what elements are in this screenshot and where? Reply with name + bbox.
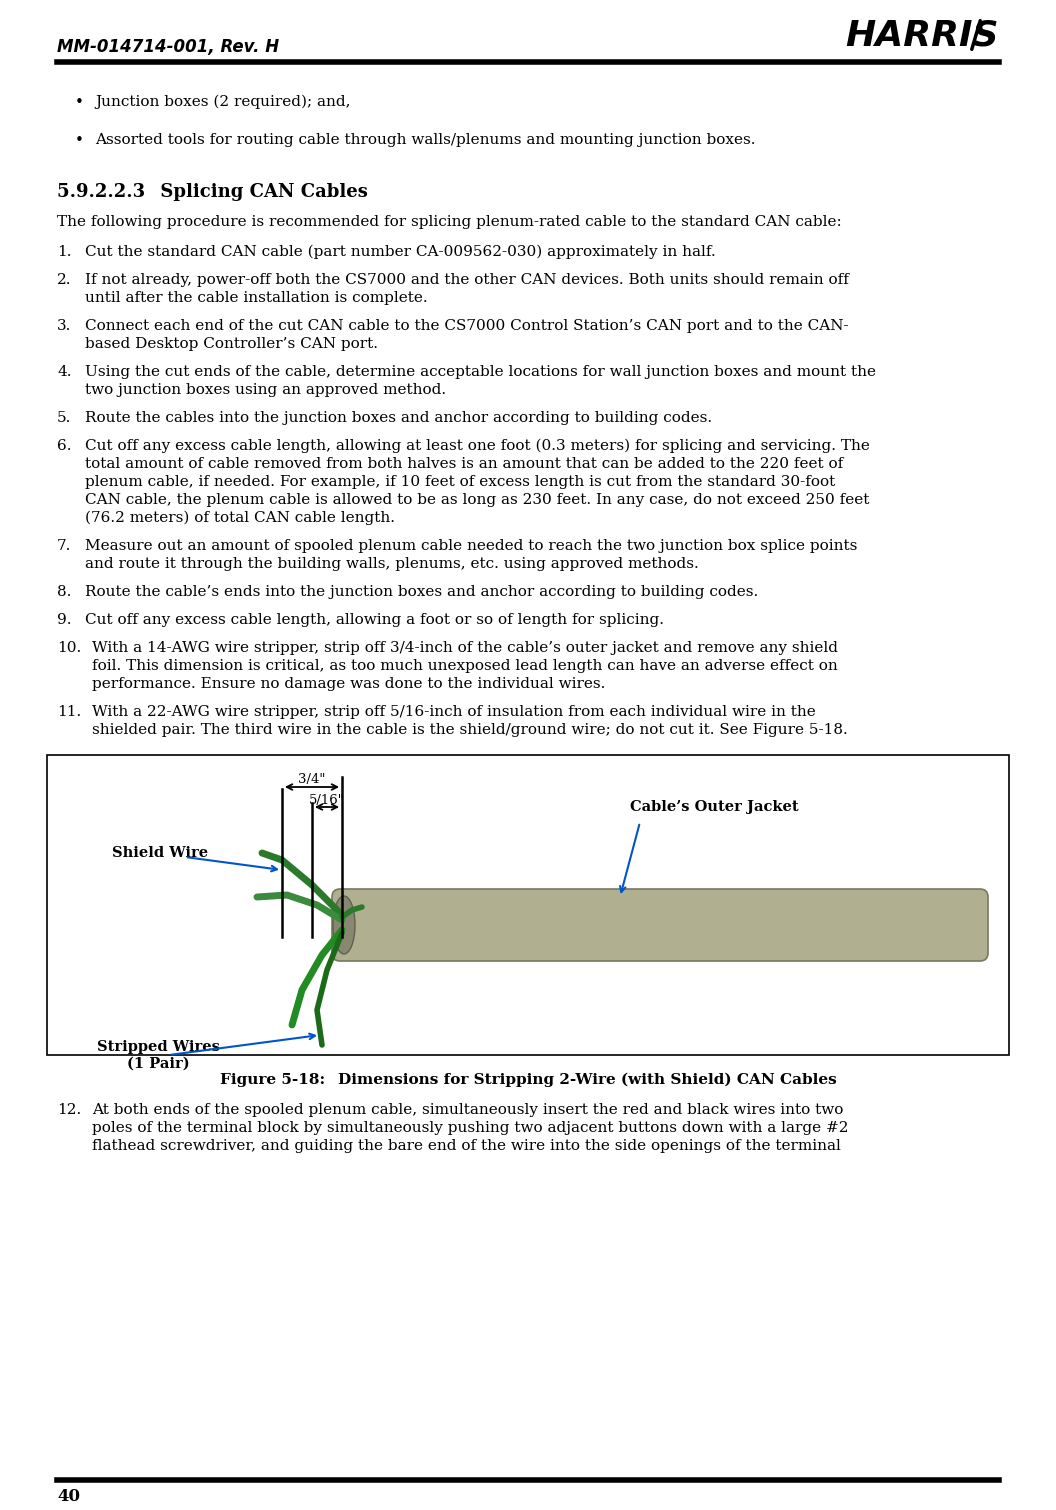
Text: 8.: 8. — [57, 584, 72, 599]
Text: 2.: 2. — [57, 273, 72, 287]
Text: 1.: 1. — [57, 245, 72, 260]
Text: Stripped Wires
(1 Pair): Stripped Wires (1 Pair) — [97, 1040, 220, 1071]
Text: Using the cut ends of the cable, determine acceptable locations for wall junctio: Using the cut ends of the cable, determi… — [84, 365, 876, 379]
Text: The following procedure is recommended for splicing plenum-rated cable to the st: The following procedure is recommended f… — [57, 214, 842, 230]
Text: MM-014714-001, Rev. H: MM-014714-001, Rev. H — [57, 38, 279, 56]
Text: 5.: 5. — [57, 411, 72, 424]
Text: and route it through the building walls, plenums, etc. using approved methods.: and route it through the building walls,… — [84, 557, 699, 571]
Text: With a 22-AWG wire stripper, strip off 5/16-inch of insulation from each individ: With a 22-AWG wire stripper, strip off 5… — [92, 705, 815, 719]
Text: •: • — [75, 95, 83, 110]
Text: Route the cables into the junction boxes and anchor according to building codes.: Route the cables into the junction boxes… — [84, 411, 712, 424]
Text: shielded pair. The third wire in the cable is the shield/ground wire; do not cut: shielded pair. The third wire in the cab… — [92, 723, 848, 737]
Text: At both ends of the spooled plenum cable, simultaneously insert the red and blac: At both ends of the spooled plenum cable… — [92, 1102, 844, 1117]
Text: 12.: 12. — [57, 1102, 81, 1117]
Bar — [48, 755, 1008, 1055]
Text: flathead screwdriver, and guiding the bare end of the wire into the side opening: flathead screwdriver, and guiding the ba… — [92, 1139, 841, 1154]
Text: Junction boxes (2 required); and,: Junction boxes (2 required); and, — [95, 95, 351, 109]
Text: 5.9.2.2.3  Splicing CAN Cables: 5.9.2.2.3 Splicing CAN Cables — [57, 183, 367, 201]
Text: Connect each end of the cut CAN cable to the CS7000 Control Station’s CAN port a: Connect each end of the cut CAN cable to… — [84, 319, 849, 334]
Text: 10.: 10. — [57, 642, 81, 655]
Text: 6.: 6. — [57, 439, 72, 453]
Text: HARRIS: HARRIS — [846, 18, 999, 51]
Text: Shield Wire: Shield Wire — [112, 846, 208, 861]
Text: two junction boxes using an approved method.: two junction boxes using an approved met… — [84, 384, 446, 397]
Text: (76.2 meters) of total CAN cable length.: (76.2 meters) of total CAN cable length. — [84, 510, 395, 525]
Text: Cable’s Outer Jacket: Cable’s Outer Jacket — [630, 800, 798, 814]
Text: total amount of cable removed from both halves is an amount that can be added to: total amount of cable removed from both … — [84, 458, 844, 471]
Text: Cut off any excess cable length, allowing a foot or so of length for splicing.: Cut off any excess cable length, allowin… — [84, 613, 664, 627]
Text: plenum cable, if needed. For example, if 10 feet of excess length is cut from th: plenum cable, if needed. For example, if… — [84, 476, 835, 489]
Text: 5/16": 5/16" — [309, 794, 345, 806]
Text: foil. This dimension is critical, as too much unexposed lead length can have an : foil. This dimension is critical, as too… — [92, 658, 837, 673]
FancyBboxPatch shape — [332, 889, 988, 960]
Text: performance. Ensure no damage was done to the individual wires.: performance. Ensure no damage was done t… — [92, 676, 605, 692]
Text: 9.: 9. — [57, 613, 72, 627]
Text: 7.: 7. — [57, 539, 72, 553]
Text: •: • — [75, 133, 83, 148]
Text: 3/4": 3/4" — [298, 773, 325, 787]
Text: 11.: 11. — [57, 705, 81, 719]
Text: Assorted tools for routing cable through walls/plenums and mounting junction box: Assorted tools for routing cable through… — [95, 133, 755, 146]
Text: CAN cable, the plenum cable is allowed to be as long as 230 feet. In any case, d: CAN cable, the plenum cable is allowed t… — [84, 492, 869, 507]
Text: Cut the standard CAN cable (part number CA-009562-030) approximately in half.: Cut the standard CAN cable (part number … — [84, 245, 716, 260]
Text: 4.: 4. — [57, 365, 72, 379]
Text: 3.: 3. — [57, 319, 72, 334]
Text: Measure out an amount of spooled plenum cable needed to reach the two junction b: Measure out an amount of spooled plenum … — [84, 539, 857, 553]
Text: With a 14-AWG wire stripper, strip off 3/4-inch of the cable’s outer jacket and : With a 14-AWG wire stripper, strip off 3… — [92, 642, 838, 655]
Text: poles of the terminal block by simultaneously pushing two adjacent buttons down : poles of the terminal block by simultane… — [92, 1120, 849, 1136]
Text: Figure 5-18:  Dimensions for Stripping 2-Wire (with Shield) CAN Cables: Figure 5-18: Dimensions for Stripping 2-… — [220, 1074, 836, 1087]
Text: 40: 40 — [57, 1487, 80, 1505]
Text: based Desktop Controller’s CAN port.: based Desktop Controller’s CAN port. — [84, 337, 378, 350]
Text: Cut off any excess cable length, allowing at least one foot (0.3 meters) for spl: Cut off any excess cable length, allowin… — [84, 439, 870, 453]
Text: until after the cable installation is complete.: until after the cable installation is co… — [84, 291, 428, 305]
Ellipse shape — [333, 895, 355, 954]
Text: Route the cable’s ends into the junction boxes and anchor according to building : Route the cable’s ends into the junction… — [84, 584, 758, 599]
Text: If not already, power-off both the CS7000 and the other CAN devices. Both units : If not already, power-off both the CS700… — [84, 273, 849, 287]
